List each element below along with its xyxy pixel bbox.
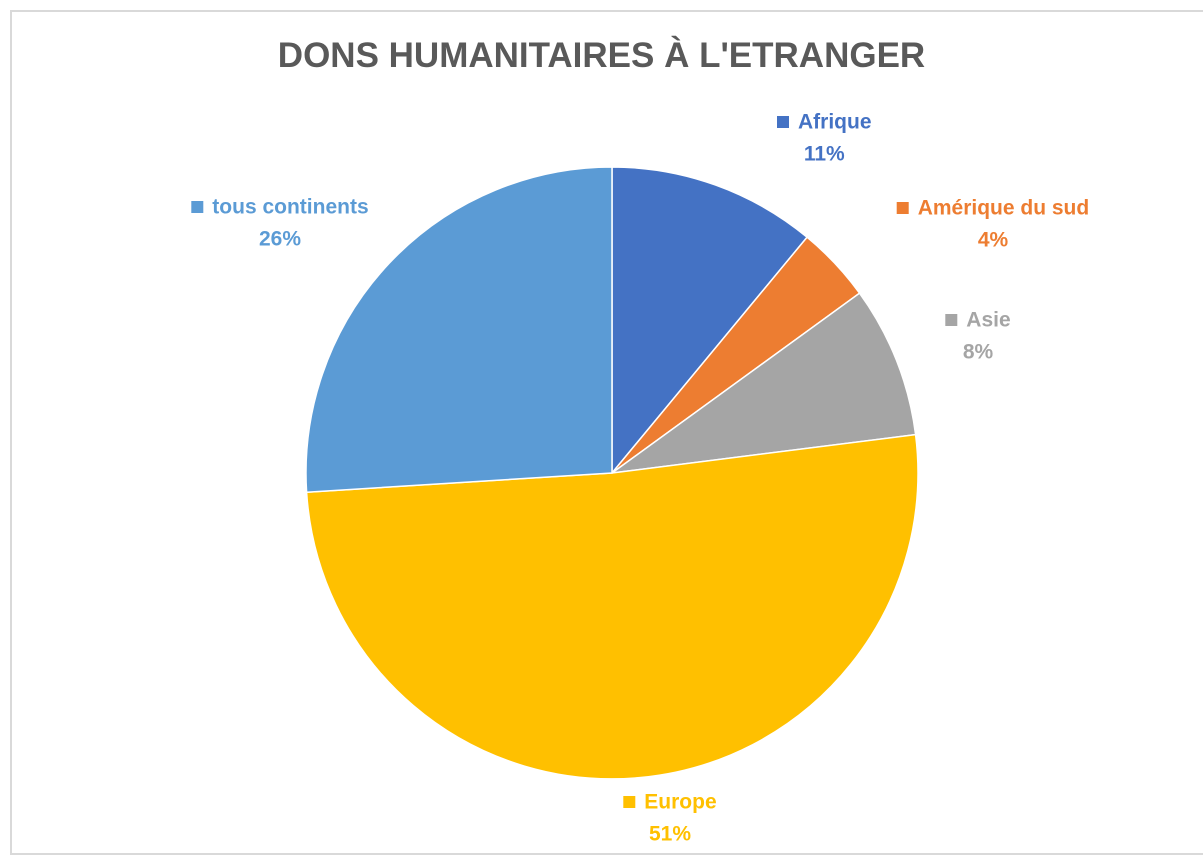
legend-key-icon <box>945 314 958 326</box>
pie-slice-europe[interactable] <box>305 433 919 780</box>
data-label-asie: Asie 8% <box>945 309 1011 364</box>
data-label-value: 26% <box>259 228 301 251</box>
data-label-name: Asie <box>966 309 1010 332</box>
legend-key-icon <box>191 201 204 213</box>
data-label-amerique-du-sud: Amérique du sud 4% <box>896 197 1090 252</box>
pie-slice-tous-continents[interactable] <box>305 166 613 494</box>
legend-key-icon <box>777 116 789 128</box>
data-label-value: 8% <box>963 341 994 364</box>
data-label-name: tous continents <box>212 196 368 219</box>
pie-slice-afrique[interactable] <box>611 166 809 476</box>
data-label-value: 51% <box>649 823 691 846</box>
data-label-afrique: Afrique 11% <box>777 111 872 166</box>
data-label-value: 4% <box>978 229 1009 252</box>
pie-slice-asie[interactable] <box>611 292 917 474</box>
data-label-name: Afrique <box>798 111 872 134</box>
chart-title: DONS HUMANITAIRES À L'ETRANGER <box>277 36 926 75</box>
pie-data-labels: Afrique 11% Amérique du sud 4% Asie 8% Europe 5… <box>191 111 1089 846</box>
data-label-name: Europe <box>644 791 716 814</box>
data-label-name: Amérique du sud <box>918 197 1090 220</box>
data-label-europe: Europe 51% <box>623 791 717 846</box>
legend-key-icon <box>623 796 636 808</box>
pie-slices <box>305 166 919 780</box>
legend-key-icon <box>896 202 909 214</box>
data-label-value: 11% <box>804 143 845 166</box>
data-label-tous-continents: tous continents 26% <box>191 196 369 251</box>
